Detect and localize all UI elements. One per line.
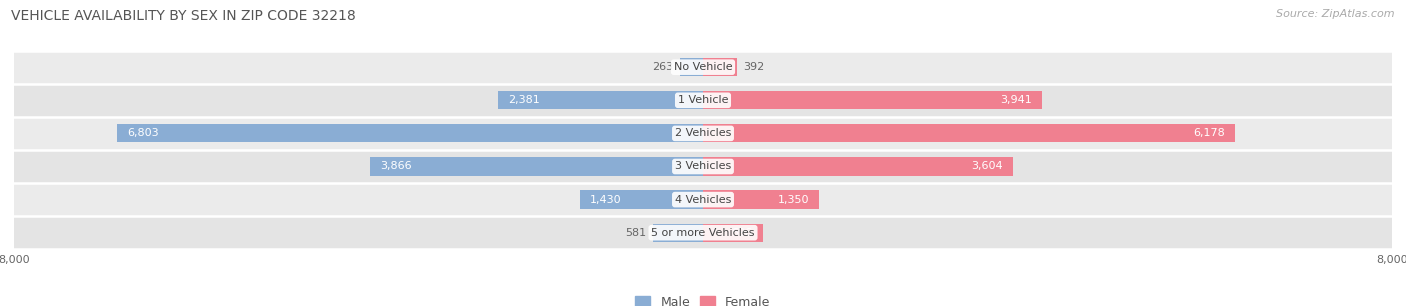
Text: Source: ZipAtlas.com: Source: ZipAtlas.com bbox=[1277, 9, 1395, 19]
Text: 696: 696 bbox=[731, 228, 752, 238]
Text: No Vehicle: No Vehicle bbox=[673, 62, 733, 72]
Bar bbox=[703, 91, 1042, 109]
Text: 2,381: 2,381 bbox=[509, 95, 540, 105]
Text: VEHICLE AVAILABILITY BY SEX IN ZIP CODE 32218: VEHICLE AVAILABILITY BY SEX IN ZIP CODE … bbox=[11, 9, 356, 23]
Text: 1 Vehicle: 1 Vehicle bbox=[678, 95, 728, 105]
Text: 3,941: 3,941 bbox=[1000, 95, 1032, 105]
Bar bbox=[14, 50, 1392, 84]
Bar bbox=[703, 58, 737, 76]
Bar bbox=[14, 117, 1392, 150]
Bar bbox=[703, 124, 1234, 143]
Bar bbox=[117, 124, 703, 143]
Bar bbox=[14, 216, 1392, 249]
Text: 1,430: 1,430 bbox=[591, 195, 621, 205]
Text: 5 or more Vehicles: 5 or more Vehicles bbox=[651, 228, 755, 238]
Bar bbox=[498, 91, 703, 109]
Text: 4 Vehicles: 4 Vehicles bbox=[675, 195, 731, 205]
Bar bbox=[370, 157, 703, 176]
Text: 392: 392 bbox=[744, 62, 765, 72]
Bar bbox=[14, 84, 1392, 117]
Text: 6,803: 6,803 bbox=[128, 129, 159, 138]
Bar bbox=[14, 150, 1392, 183]
Legend: Male, Female: Male, Female bbox=[636, 296, 770, 306]
Text: 3,866: 3,866 bbox=[381, 162, 412, 171]
Text: 2 Vehicles: 2 Vehicles bbox=[675, 129, 731, 138]
Bar bbox=[681, 58, 703, 76]
Text: 1,350: 1,350 bbox=[778, 195, 808, 205]
Bar bbox=[652, 224, 703, 242]
Text: 3 Vehicles: 3 Vehicles bbox=[675, 162, 731, 171]
Bar bbox=[579, 191, 703, 209]
Bar bbox=[703, 191, 820, 209]
Text: 263: 263 bbox=[652, 62, 673, 72]
Bar bbox=[14, 183, 1392, 216]
Text: 581: 581 bbox=[624, 228, 647, 238]
Text: 3,604: 3,604 bbox=[972, 162, 1002, 171]
Bar bbox=[703, 224, 763, 242]
Bar bbox=[703, 157, 1014, 176]
Text: 6,178: 6,178 bbox=[1192, 129, 1225, 138]
